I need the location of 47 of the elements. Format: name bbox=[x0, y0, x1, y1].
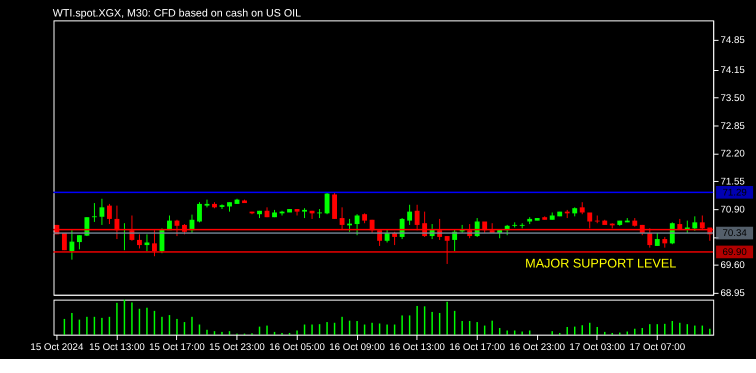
x-tick-label: 17 Oct 07:00 bbox=[629, 342, 686, 353]
candlestick bbox=[99, 198, 104, 226]
candlestick bbox=[662, 236, 668, 248]
y-tick-label: 68.95 bbox=[720, 288, 745, 300]
candlestick bbox=[580, 202, 585, 215]
candlestick bbox=[324, 192, 330, 215]
ref-line-label: 69.90 bbox=[722, 246, 748, 258]
ref-line-label: 71.29 bbox=[722, 187, 747, 198]
x-tick-label: 16 Oct 17:00 bbox=[449, 342, 506, 353]
x-tick-label: 16 Oct 09:00 bbox=[329, 342, 386, 353]
candlestick bbox=[692, 216, 698, 232]
candlestick bbox=[144, 234, 150, 252]
candlestick bbox=[197, 202, 202, 223]
candlestick bbox=[160, 228, 164, 254]
chart-title: WTI.spot.XGX, M30: CFD based on cash on US OIL bbox=[52, 8, 302, 20]
candlestick bbox=[572, 206, 578, 217]
candlestick bbox=[302, 208, 307, 219]
candlestick bbox=[227, 202, 232, 212]
candlestick bbox=[106, 203, 112, 225]
x-tick-label: 17 Oct 03:00 bbox=[569, 342, 626, 353]
y-tick-label: 74.15 bbox=[720, 65, 745, 76]
x-tick-label: 15 Oct 13:00 bbox=[89, 342, 146, 353]
annotation: MAJOR SUPPORT LEVEL bbox=[525, 256, 676, 271]
y-tick-label: 73.50 bbox=[720, 92, 746, 104]
candlestick bbox=[317, 208, 322, 219]
x-tick-label: 15 Oct 2024 bbox=[30, 342, 84, 353]
y-tick-label: 71.55 bbox=[720, 176, 745, 188]
y-tick-label: 72.85 bbox=[720, 120, 745, 132]
x-tick-label: 15 Oct 17:00 bbox=[149, 342, 206, 353]
y-tick-label: 72.20 bbox=[720, 148, 746, 160]
candlestick bbox=[69, 230, 74, 260]
candlestick bbox=[347, 218, 352, 232]
candlestick bbox=[362, 212, 368, 224]
candlestick bbox=[407, 204, 412, 226]
candlestick bbox=[354, 214, 360, 236]
x-tick-label: 16 Oct 05:00 bbox=[269, 342, 326, 353]
y-tick-label: 70.90 bbox=[720, 204, 746, 216]
candlestick bbox=[76, 234, 82, 250]
x-tick-label: 16 Oct 13:00 bbox=[389, 342, 446, 353]
candlestick bbox=[654, 233, 660, 246]
candlestick bbox=[137, 234, 142, 249]
x-tick-label: 16 Oct 23:00 bbox=[509, 342, 566, 353]
x-tick-label: 15 Oct 23:00 bbox=[209, 342, 266, 353]
ref-line-label: 70.34 bbox=[722, 228, 748, 239]
candlestick bbox=[520, 222, 525, 229]
y-tick-label: 69.60 bbox=[720, 260, 746, 272]
y-tick-label: 74.85 bbox=[720, 35, 745, 46]
